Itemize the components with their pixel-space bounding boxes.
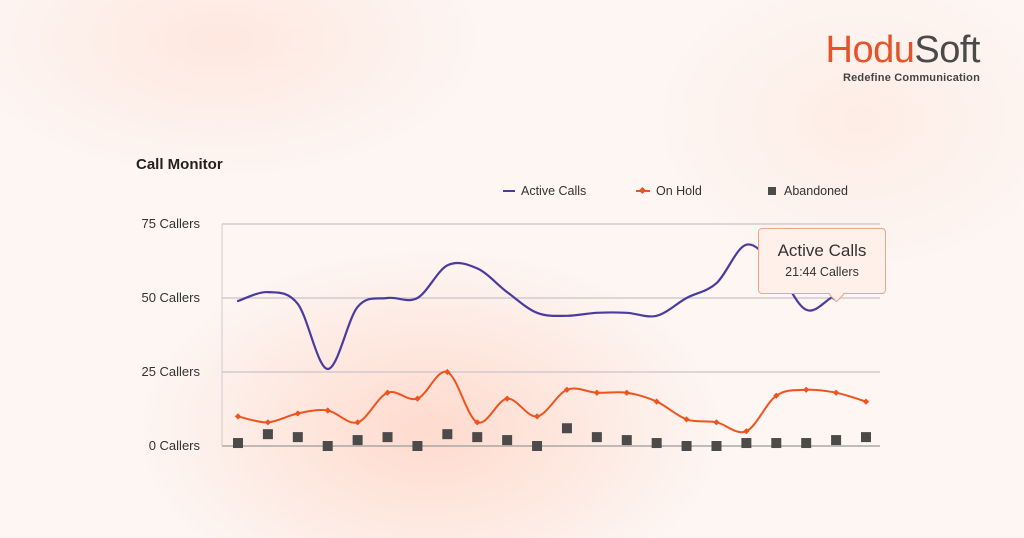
point-abandoned-21	[861, 432, 871, 443]
point-abandoned-10	[532, 441, 543, 451]
point-abandoned-6	[412, 441, 423, 451]
point-abandoned-4	[352, 435, 363, 446]
point-abandoned-2	[292, 432, 303, 443]
point-on-hold-21	[862, 398, 870, 405]
point-abandoned-12	[591, 432, 602, 443]
legend-swatch-abandoned	[768, 187, 776, 195]
tooltip-value: 21:44 Callers	[785, 265, 859, 279]
point-on-hold-16	[713, 419, 720, 426]
point-abandoned-17	[741, 438, 752, 449]
point-abandoned-11	[561, 423, 572, 434]
point-on-hold-1	[264, 419, 272, 426]
point-on-hold-6	[414, 395, 421, 402]
point-abandoned-5	[382, 432, 393, 443]
point-on-hold-9	[504, 395, 511, 402]
y-tick-label-50: 50 Callers	[141, 290, 200, 305]
point-abandoned-15	[681, 441, 692, 451]
point-on-hold-7	[444, 368, 451, 376]
point-on-hold-13	[623, 389, 630, 396]
legend-item-abandoned[interactable]: Abandoned	[768, 184, 848, 198]
point-on-hold-19	[803, 386, 810, 393]
point-on-hold-8	[474, 419, 481, 426]
chart-title: Call Monitor	[136, 156, 223, 173]
logo-soft-text: Soft	[914, 29, 980, 71]
logo-wordmark: HoduSoft	[825, 29, 981, 71]
chart-tooltip: Active Calls 21:44 Callers	[758, 228, 886, 294]
point-abandoned-19	[801, 438, 812, 449]
point-on-hold-18	[773, 392, 780, 399]
legend-label-active-calls: Active Calls	[521, 184, 587, 198]
point-on-hold-4	[354, 419, 361, 426]
point-on-hold-0	[234, 413, 242, 420]
point-abandoned-13	[621, 435, 632, 446]
point-on-hold-5	[384, 389, 391, 396]
tooltip-title: Active Calls	[777, 241, 867, 260]
logo-hodu-text: Hodu	[825, 29, 915, 71]
y-tick-label-0: 0 Callers	[149, 438, 201, 453]
series-line-on-hold	[237, 370, 867, 434]
point-on-hold-10	[533, 413, 541, 420]
legend-item-on-hold[interactable]: On Hold	[636, 184, 702, 198]
point-on-hold-3	[324, 407, 331, 414]
point-abandoned-14	[651, 438, 662, 449]
point-abandoned-8	[472, 432, 483, 443]
legend-label-abandoned: Abandoned	[784, 184, 848, 198]
point-abandoned-9	[502, 435, 513, 446]
point-abandoned-18	[771, 438, 782, 449]
y-tick-label-25: 25 Callers	[141, 364, 200, 379]
point-abandoned-3	[322, 441, 333, 451]
legend-swatch-on-hold	[636, 190, 650, 192]
point-on-hold-15	[683, 416, 690, 423]
logo-tagline: Redefine Communication	[842, 72, 980, 84]
y-tick-label-75: 75 Callers	[141, 216, 200, 231]
point-abandoned-20	[831, 435, 842, 446]
point-abandoned-0	[233, 438, 243, 449]
legend-item-active-calls[interactable]: Active Calls	[503, 184, 586, 198]
point-abandoned-7	[442, 429, 453, 440]
point-abandoned-1	[262, 429, 273, 440]
hodusoft-logo: HoduSoft Redefine Communication	[825, 29, 981, 84]
point-on-hold-20	[832, 389, 840, 396]
point-abandoned-16	[711, 441, 722, 451]
point-on-hold-12	[593, 389, 600, 396]
legend-label-on-hold: On Hold	[656, 184, 702, 198]
legend-swatch-active-calls	[503, 190, 515, 192]
point-on-hold-2	[294, 410, 301, 417]
